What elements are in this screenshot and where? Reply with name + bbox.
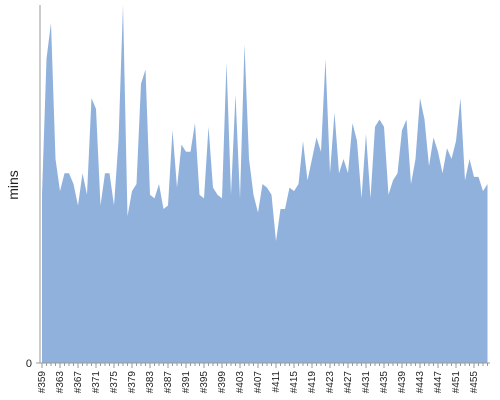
x-tick-label: #383 xyxy=(145,371,156,394)
x-tick-label: #367 xyxy=(73,371,84,394)
y-tick-label: 0 xyxy=(26,358,32,370)
area xyxy=(42,5,488,363)
x-tick-label: #431 xyxy=(361,371,372,394)
x-tick-label: #415 xyxy=(289,371,300,394)
x-tick-label: #375 xyxy=(109,371,120,394)
x-tick-label: #419 xyxy=(307,371,318,394)
x-tick-label: #363 xyxy=(55,371,66,394)
x-tick-label: #407 xyxy=(253,371,264,394)
x-tick-label: #371 xyxy=(91,371,102,394)
x-tick-label: #439 xyxy=(397,371,408,394)
x-tick-label: #427 xyxy=(343,371,354,394)
x-tick-label: #423 xyxy=(325,371,336,394)
x-tick-label: #435 xyxy=(379,371,390,394)
x-tick-label: #391 xyxy=(181,371,192,394)
x-tick-label: #411 xyxy=(271,371,282,393)
x-tick-label: #451 xyxy=(451,371,462,394)
x-tick-label: #379 xyxy=(127,371,138,394)
x-tick-label: #387 xyxy=(163,371,174,394)
x-tick-label: #443 xyxy=(415,371,426,394)
x-tick-label: #399 xyxy=(217,371,228,394)
x-tick-label: #395 xyxy=(199,371,210,394)
x-tick-label: #403 xyxy=(235,371,246,394)
x-tick-label: #447 xyxy=(433,371,444,394)
y-axis-label: mins xyxy=(5,170,21,200)
x-tick-label: #359 xyxy=(37,371,48,394)
x-tick-label: #455 xyxy=(469,371,480,394)
